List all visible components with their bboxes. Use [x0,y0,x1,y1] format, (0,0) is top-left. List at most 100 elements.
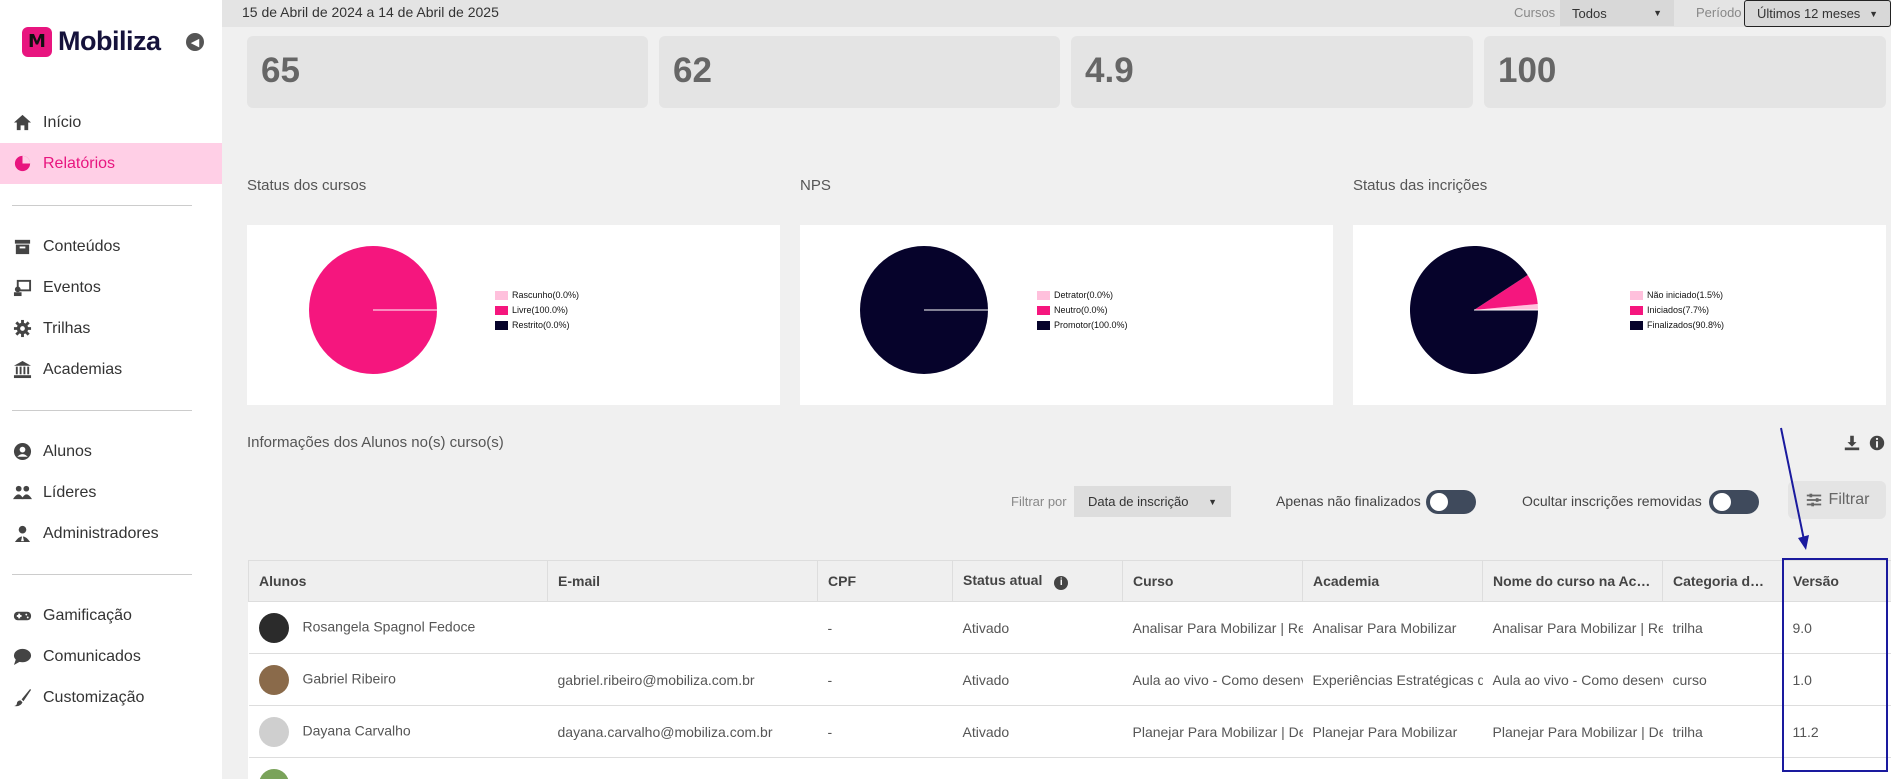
info-icon[interactable]: i [1054,576,1069,590]
students-table: Alunos E-mail CPF Status atual i Curso A… [248,560,1891,779]
column-header[interactable]: CPF [817,560,953,602]
cell-email: gabriel.ribeiro@mobiliza.com.br [547,653,818,706]
date-range: 15 de Abril de 2024 a 14 de Abril de 202… [242,4,499,20]
legend-label: Finalizados(90.8%) [1647,320,1725,330]
periodo-select-value: Últimos 12 meses [1757,6,1861,21]
legend-label: Iniciados(7.7%) [1647,305,1710,315]
kpi-card-3: 4.9 [1071,36,1473,108]
table-row[interactable] [248,757,1891,779]
toggle-nao-finalizados[interactable] [1426,490,1476,514]
chart-title-status-cursos: Status dos cursos [247,177,367,194]
kpi-value: 100 [1498,51,1557,90]
legend-item: Detrator(0.0%) [1037,288,1128,303]
collapse-sidebar-icon[interactable]: ◀ [186,33,204,51]
users-icon [13,485,32,500]
periodo-select[interactable]: Últimos 12 meses ▼ [1744,0,1891,27]
column-header[interactable]: Nome do curso na Academia [1482,560,1663,602]
event-icon [13,279,32,297]
legend-label: Restrito(0.0%) [512,320,570,330]
column-header[interactable]: Academia [1302,560,1483,602]
download-icon[interactable] [1843,434,1861,452]
cell-status: Ativado [952,705,1123,758]
info-icon[interactable] [1868,434,1886,452]
cell-academia: Experiências Estratégicas de [1302,653,1483,706]
avatar [258,768,289,779]
table-row[interactable]: Dayana Carvalho dayana.carvalho@mobiliza… [248,705,1891,758]
column-header[interactable]: Categoria do curso [1662,560,1783,602]
column-header[interactable]: E-mail [547,560,818,602]
cell-categoria: trilha [1662,601,1783,654]
student-name: Gabriel Ribeiro [302,670,396,687]
pie-card-nps: Detrator(0.0%) Neutro(0.0%) Promotor(100… [800,225,1333,405]
filter-by-label: Filtrar por [1011,494,1067,509]
nav-item-relatorios[interactable]: Relatórios [0,143,222,184]
legend-item: Não iniciado(1.5%) [1630,288,1724,303]
cell-categoria: trilha [1662,705,1783,758]
nav-item-academias[interactable]: Academias [0,349,222,390]
legend-label: Não iniciado(1.5%) [1647,290,1724,300]
brand-name: Mobiliza [58,26,161,56]
cell-aluno: Rosangela Spagnol Fedoce [248,601,548,654]
cell-nome-curso: Analisar Para Mobilizar | Resultados [1482,601,1663,654]
cell-cpf: - [817,705,953,758]
periodo-label: Período [1696,5,1742,20]
nav-item-label: Trilhas [43,319,91,337]
legend-swatch [1037,321,1050,330]
filter-button[interactable]: Filtrar [1788,481,1886,519]
cell-curso: Analisar Para Mobilizar | Resultados [1122,601,1303,654]
brand-logo[interactable]: M Mobiliza [22,26,161,57]
user-icon [13,442,32,461]
cursos-label: Cursos [1514,5,1556,20]
nav-item-conteudos[interactable]: Conteúdos [0,226,222,267]
pie-chart-icon [14,155,31,172]
nav-item-label: Administradores [43,524,159,542]
legend-swatch [495,291,508,300]
students-section-title: Informações dos Alunos no(s) curso(s) [247,434,504,451]
table-row[interactable]: Gabriel Ribeiro gabriel.ribeiro@mobiliza… [248,653,1891,706]
nav-item-label: Líderes [43,483,97,501]
nav-divider [12,410,192,411]
column-header[interactable]: Alunos [248,560,548,602]
archive-icon [14,239,31,255]
legend-swatch [1630,321,1643,330]
cell-versao: 11.2 [1782,705,1891,758]
column-header-status[interactable]: Status atual i [952,560,1123,602]
annotation-arrowhead [1798,535,1809,550]
nav-item-label: Conteúdos [43,237,121,255]
nav-divider [12,574,192,575]
cell-curso: Aula ao vivo - Como desenvolver [1122,653,1303,706]
cell-curso: Planejar Para Mobilizar | Desenvolviment… [1122,705,1303,758]
nav-item-eventos[interactable]: Eventos [0,267,222,308]
nav-item-inicio[interactable]: Início [0,102,222,143]
pie-card-status-inscricoes: Não iniciado(1.5%) Iniciados(7.7%) Final… [1353,225,1886,405]
nav-item-label: Comunicados [43,647,141,665]
cell-status: Ativado [952,653,1123,706]
table-row[interactable]: Rosangela Spagnol Fedoce - Ativado Anali… [248,601,1891,654]
avatar [258,716,289,747]
legend-item: Iniciados(7.7%) [1630,303,1724,318]
nav-item-lideres[interactable]: Líderes [0,472,222,513]
pie-slice [1474,303,1538,310]
nav-item-trilhas[interactable]: Trilhas [0,308,222,349]
gamepad-icon [13,611,32,621]
chart-title-status-inscricoes: Status das incrições [1353,177,1488,194]
toggle-ocultar-removidas[interactable] [1709,490,1759,514]
nav-item-comunicados[interactable]: Comunicados [0,636,222,677]
cell-aluno: Gabriel Ribeiro [248,653,548,706]
nav-item-gamificacao[interactable]: Gamificação [0,595,222,636]
nav-item-alunos[interactable]: Alunos [0,431,222,472]
kpi-card-2: 62 [659,36,1060,108]
chart-legend: Rascunho(0.0%) Livre(100.0%) Restrito(0.… [495,288,579,333]
nav-item-administradores[interactable]: Administradores [0,513,222,554]
filter-by-select[interactable]: Data de inscrição ▼ [1074,486,1231,517]
filter-by-value: Data de inscrição [1088,494,1189,509]
cell-status: Ativado [952,601,1123,654]
nav-item-customizacao[interactable]: Customização [0,677,222,718]
column-header[interactable]: Versão [1782,560,1891,602]
cursos-select[interactable]: Todos ▼ [1560,0,1674,26]
column-header[interactable]: Curso [1122,560,1303,602]
pie-chart [860,246,988,374]
legend-swatch [1630,306,1643,315]
kpi-value: 65 [261,51,300,90]
legend-label: Promotor(100.0%) [1054,320,1128,330]
